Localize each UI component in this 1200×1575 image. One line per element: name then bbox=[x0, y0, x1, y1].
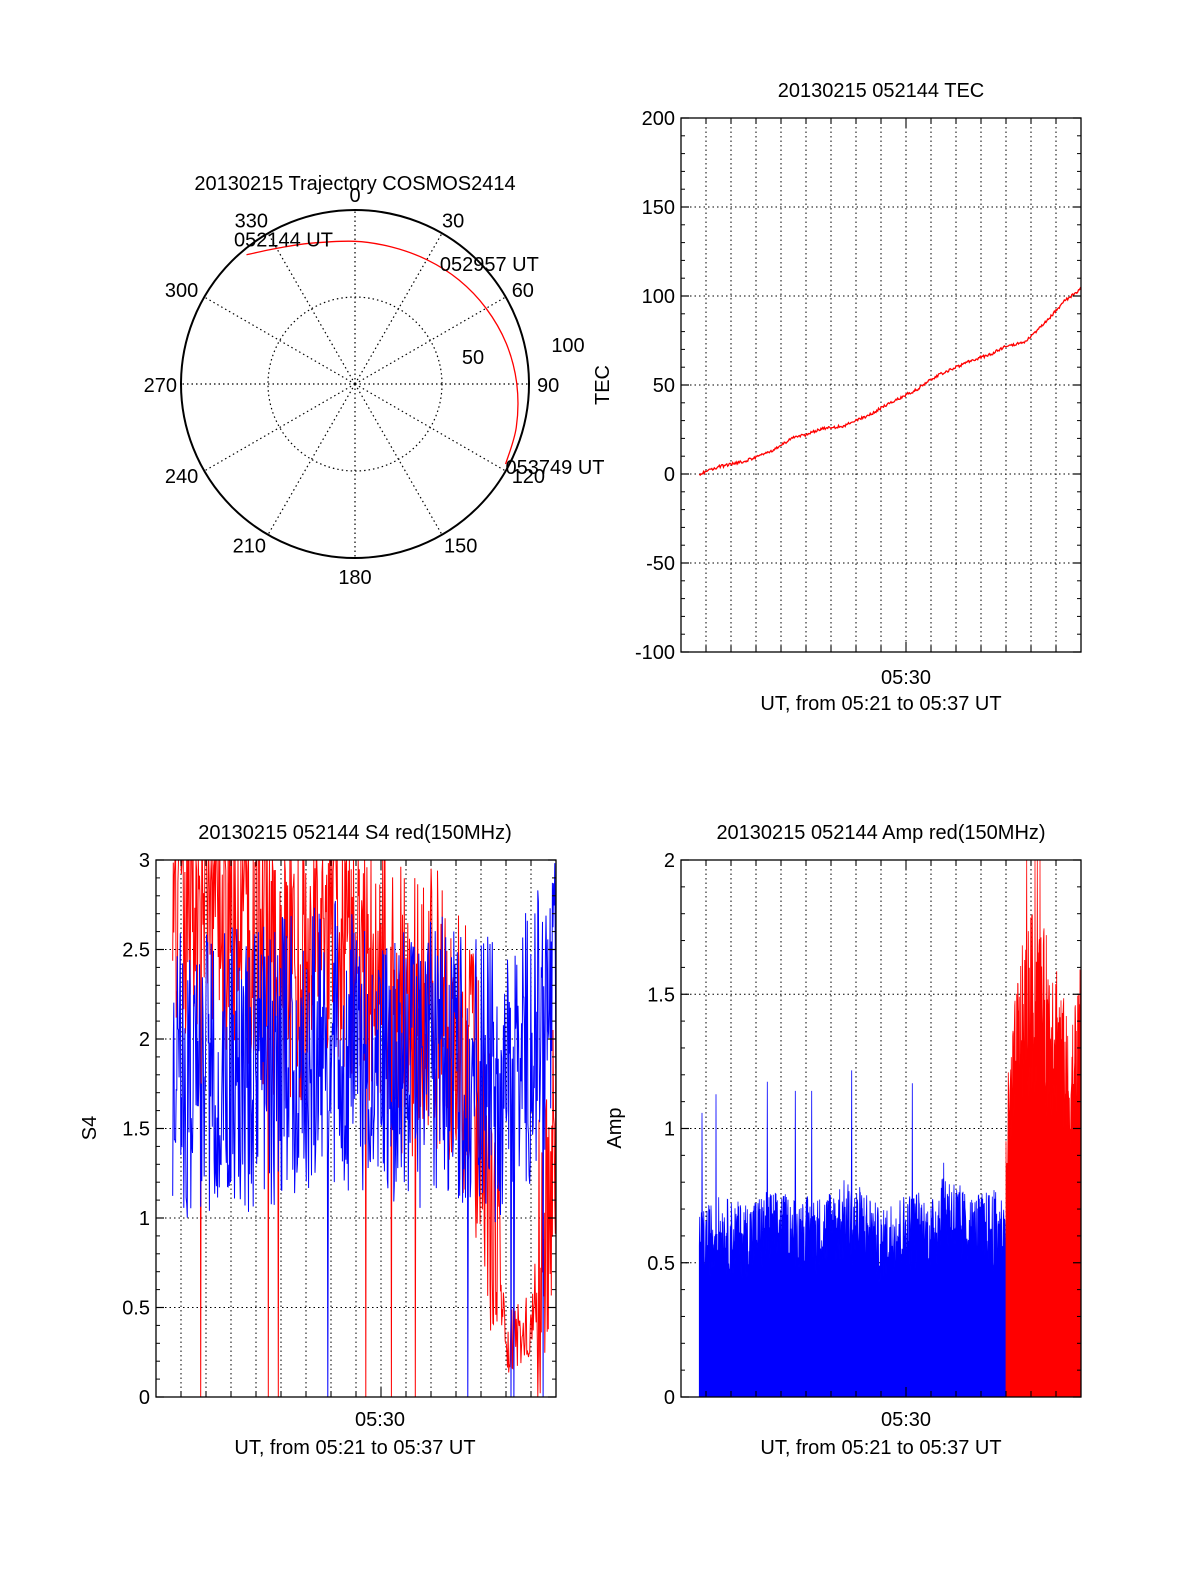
polar-radial-label: 100 bbox=[551, 335, 584, 357]
amp-y-axis-label: Amp bbox=[604, 1107, 626, 1148]
amp-panel: 20130215 052144 Amp red(150MHz) 05:30 UT… bbox=[604, 822, 1082, 1459]
polar-grid-spoke bbox=[354, 383, 443, 535]
tec-panel: 20130215 052144 TEC 05:30 UT, from 05:21… bbox=[592, 80, 1082, 715]
polar-grid-spoke bbox=[267, 383, 356, 535]
s4-y-axis-label: S4 bbox=[79, 1116, 101, 1140]
s4-y-tick-label: 1.5 bbox=[122, 1119, 150, 1141]
amp-y-tick-label: 1.5 bbox=[647, 984, 675, 1006]
polar-radial-label: 50 bbox=[462, 347, 484, 369]
polar-grid-spoke bbox=[204, 383, 356, 472]
polar-azimuth-label: 150 bbox=[444, 536, 477, 558]
amp-y-tick-label: 0.5 bbox=[647, 1253, 675, 1275]
polar-azimuth-label: 30 bbox=[442, 210, 464, 232]
trajectory-time-label: 052144 UT bbox=[234, 230, 333, 252]
s4-y-tick-label: 2.5 bbox=[122, 940, 150, 962]
amp-y-tick-label: 2 bbox=[664, 850, 675, 872]
tec-title: 20130215 052144 TEC bbox=[778, 80, 984, 102]
tec-y-tick-label: 150 bbox=[642, 197, 675, 219]
trajectory-title: 20130215 Trajectory COSMOS2414 bbox=[194, 173, 515, 195]
polar-azimuth-label: 120 bbox=[512, 466, 545, 488]
s4-x-axis-label: UT, from 05:21 to 05:37 UT bbox=[234, 1437, 475, 1459]
polar-azimuth-label: 0 bbox=[349, 185, 360, 207]
trajectory-time-label: 053749 UT bbox=[506, 457, 605, 479]
polar-azimuth-label: 180 bbox=[338, 567, 371, 589]
s4-y-tick-label: 1 bbox=[139, 1208, 150, 1230]
trajectory-polar-panel: 20130215 Trajectory COSMOS2414 0 30 60 90 12… bbox=[144, 173, 605, 589]
polar-grid-spoke bbox=[354, 296, 506, 385]
polar-grid-spoke bbox=[204, 296, 356, 385]
trajectory-time-label: 052957 UT bbox=[440, 254, 539, 276]
trajectory-path bbox=[246, 240, 519, 465]
s4-y-tick-label: 2 bbox=[139, 1029, 150, 1051]
polar-grid-spoke bbox=[354, 233, 443, 385]
polar-grid-spoke bbox=[354, 383, 506, 472]
tec-series-line bbox=[698, 286, 1082, 477]
s4-title: 20130215 052144 S4 red(150MHz) bbox=[198, 822, 512, 844]
tec-x-tick-label: 05:30 bbox=[881, 667, 931, 689]
s4-y-tick-label: 0 bbox=[139, 1387, 150, 1409]
tec-x-axis-label: UT, from 05:21 to 05:37 UT bbox=[760, 693, 1001, 715]
s4-panel: 20130215 052144 S4 red(150MHz) 05:30 UT,… bbox=[79, 822, 557, 1459]
amp-y-tick-label: 0 bbox=[664, 1387, 675, 1409]
tec-y-tick-label: -100 bbox=[635, 642, 675, 664]
amp-x-axis-label: UT, from 05:21 to 05:37 UT bbox=[760, 1437, 1001, 1459]
tec-y-tick-label: 50 bbox=[653, 375, 675, 397]
tec-y-tick-label: 100 bbox=[642, 286, 675, 308]
polar-grid-spoke bbox=[267, 233, 356, 385]
s4-x-tick-label: 05:30 bbox=[355, 1409, 405, 1431]
s4-y-tick-label: 3 bbox=[139, 850, 150, 872]
amp-title: 20130215 052144 Amp red(150MHz) bbox=[716, 822, 1045, 844]
polar-azimuth-label: 60 bbox=[512, 280, 534, 302]
tec-y-tick-label: -50 bbox=[646, 553, 675, 575]
polar-azimuth-label: 270 bbox=[144, 375, 177, 397]
polar-azimuth-label: 210 bbox=[233, 536, 266, 558]
s4-series-blue bbox=[172, 863, 557, 1398]
polar-outer-circle bbox=[180, 209, 530, 559]
s4-y-tick-label: 0.5 bbox=[122, 1298, 150, 1320]
tec-y-axis-label: TEC bbox=[592, 365, 614, 405]
tec-y-tick-label: 0 bbox=[664, 464, 675, 486]
polar-azimuth-label: 300 bbox=[165, 280, 198, 302]
amp-y-tick-label: 1 bbox=[664, 1119, 675, 1141]
amp-series-red bbox=[1005, 859, 1082, 1398]
polar-azimuth-label: 90 bbox=[537, 375, 559, 397]
amp-x-tick-label: 05:30 bbox=[881, 1409, 931, 1431]
polar-azimuth-label: 330 bbox=[235, 210, 268, 232]
polar-azimuth-label: 240 bbox=[165, 466, 198, 488]
tec-y-tick-label: 200 bbox=[642, 108, 675, 130]
